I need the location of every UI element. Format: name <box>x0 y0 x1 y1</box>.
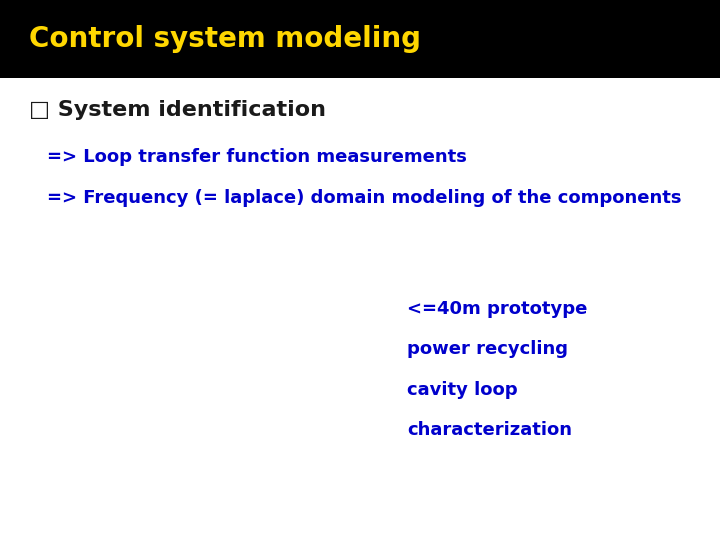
Text: => Loop transfer function measurements: => Loop transfer function measurements <box>47 148 467 166</box>
Text: cavity loop: cavity loop <box>407 381 518 399</box>
Text: <=40m prototype: <=40m prototype <box>407 300 588 318</box>
Text: Control system modeling: Control system modeling <box>29 25 420 53</box>
Text: power recycling: power recycling <box>407 340 568 358</box>
Text: => Frequency (= laplace) domain modeling of the components: => Frequency (= laplace) domain modeling… <box>47 189 681 207</box>
Text: characterization: characterization <box>407 421 572 439</box>
Text: □ System identification: □ System identification <box>29 100 325 120</box>
Bar <box>0 0 720 78</box>
